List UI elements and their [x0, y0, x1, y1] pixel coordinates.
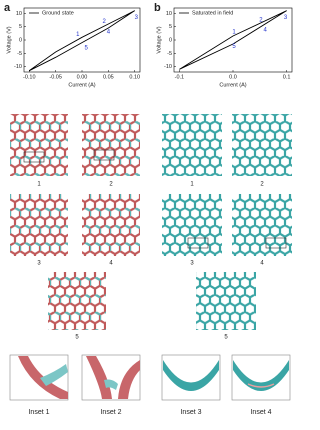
x-axis-label: Current (A): [68, 82, 95, 88]
annotation: 4: [264, 27, 268, 33]
annotation: 3: [135, 15, 139, 21]
plot-frame: [173, 7, 293, 73]
y-tick-label: 0: [19, 37, 22, 43]
legend-label: Saturated in field: [192, 10, 233, 16]
y-tick-label: -5: [17, 51, 22, 57]
legend-label: Ground state: [42, 10, 74, 16]
annotation: 3: [284, 15, 288, 21]
inset-shape: [40, 364, 68, 386]
x-tick-label: 0.00: [77, 74, 88, 80]
x-tick-label: 0.1: [283, 74, 291, 80]
annotation: 2: [259, 18, 263, 24]
lattice-label: 3: [190, 261, 194, 267]
figure: 1 2 3 4 5 1 2 3 4 5 Inset 1 Inset 2 Inse…: [4, 2, 293, 416]
inset-shape: [247, 383, 275, 388]
lattice-image: [82, 114, 140, 176]
lattice-label: 5: [224, 335, 228, 341]
page: {"chart_data":[ {"type":"line","panel_la…: [4, 1, 293, 416]
annotation: 5: [85, 46, 89, 52]
lattice-image: [232, 194, 292, 256]
inset-shape: [86, 356, 112, 399]
lattice-image: [82, 194, 140, 256]
lattice-image: [162, 114, 222, 176]
panel-label: a: [4, 2, 11, 14]
y-tick-label: -10: [14, 64, 22, 70]
y-tick-label: 10: [166, 11, 172, 17]
inset-label: Inset 4: [250, 409, 271, 416]
x-tick-label: -0.05: [49, 74, 62, 80]
x-tick-label: 0.0: [229, 74, 237, 80]
lattice-image: [162, 194, 222, 256]
annotation: 1: [232, 30, 236, 36]
x-tick-label: -0.1: [175, 74, 184, 80]
lattice-image: [232, 114, 292, 176]
lattice-image: [10, 114, 68, 176]
y-axis-label: Voltage (V): [156, 26, 162, 53]
lattices-a: 1 2 3 4 5: [10, 114, 140, 341]
inset-shape: [104, 379, 118, 390]
inset-label: Inset 2: [100, 409, 121, 416]
insets: Inset 1 Inset 2 Inset 3 Inset 4: [9, 354, 291, 416]
inset-box: [23, 151, 45, 163]
annotation: 2: [102, 19, 106, 25]
y-tick-label: 10: [16, 11, 22, 17]
y-axis-label: Voltage (V): [6, 26, 12, 53]
inset-label: Inset 3: [180, 409, 201, 416]
lattice-label: 4: [109, 261, 113, 267]
annotation: 5: [232, 44, 236, 50]
lattice-image: [10, 194, 68, 256]
y-tick-label: -10: [164, 64, 172, 70]
inset-label: Inset 1: [28, 409, 49, 416]
lattice-label: 5: [75, 335, 79, 341]
series-line: [29, 10, 135, 72]
y-tick-label: 5: [169, 24, 172, 30]
y-tick-label: -5: [167, 51, 172, 57]
x-tick-label: -0.10: [23, 74, 36, 80]
lattice-label: 1: [190, 182, 194, 188]
series-line: [179, 10, 287, 70]
annotation: 1: [76, 32, 80, 38]
x-tick-label: 0.10: [129, 74, 140, 80]
inset-box: [93, 149, 115, 161]
lattice-image: [196, 272, 256, 330]
inset-box: [187, 237, 209, 249]
y-tick-label: 0: [169, 37, 172, 43]
x-axis-label: Current (A): [219, 82, 246, 88]
lattice-label: 1: [37, 182, 41, 188]
inset-box: [265, 237, 287, 249]
x-tick-label: 0.05: [103, 74, 114, 80]
panel-label: b: [154, 2, 161, 14]
lattice-label: 3: [37, 261, 41, 267]
inset-shape: [118, 360, 140, 399]
annotation: 4: [107, 30, 111, 36]
lattice-label: 4: [260, 261, 264, 267]
lattices-b: 1 2 3 4 5: [162, 114, 292, 341]
lattice-label: 2: [260, 182, 264, 188]
inset-shape: [163, 360, 219, 391]
y-tick-label: 5: [19, 24, 22, 30]
inset-shape: [233, 360, 289, 391]
lattice-image: [48, 272, 106, 330]
lattice-label: 2: [109, 182, 113, 188]
